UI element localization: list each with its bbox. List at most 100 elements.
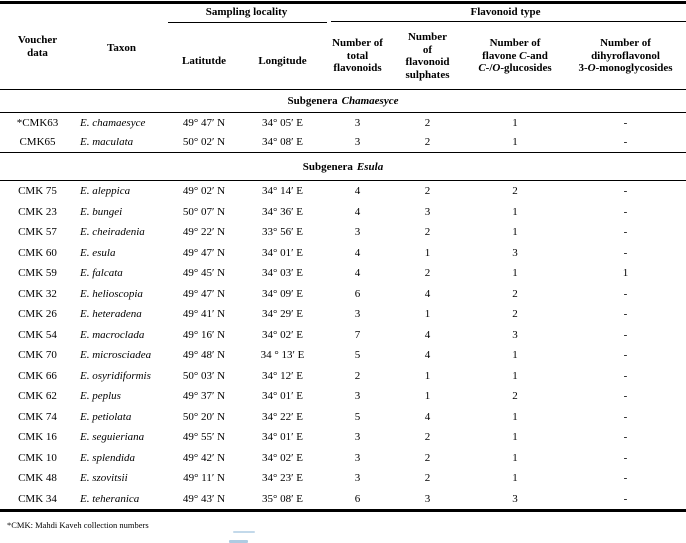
column-header-line: Number of: [489, 37, 541, 49]
cell-taxon: E. helioscopia: [80, 287, 143, 300]
cell-taxon: E. szovitsii: [80, 472, 128, 485]
cell-flavonoid-sulphates: 4: [424, 410, 431, 423]
cell-total-flavonoids: 3: [354, 451, 361, 464]
table-row: CMK 10 E. splendida 49° 42′ N 34° 02′ E 3 2 1 -: [0, 448, 686, 469]
cell-latitude: 49° 55′ N: [182, 431, 226, 444]
column-header-latitude: Latitutde: [182, 55, 226, 67]
cell-flavone-glucosides: 1: [512, 205, 518, 218]
cell-voucher: CMK65: [19, 136, 56, 149]
cell-flavonoid-sulphates: 4: [424, 287, 431, 300]
cell-voucher: CMK 48: [18, 472, 57, 485]
table-row: CMK 62 E. peplus 49° 37′ N 34° 01′ E 3 1 2 -: [0, 386, 686, 407]
group-header-flavonoid-type: Flavonoid type: [470, 6, 541, 18]
cell-flavonoid-sulphates: 3: [424, 492, 431, 505]
cell-total-flavonoids: 6: [354, 287, 361, 300]
cell-flavonoid-sulphates: 3: [424, 205, 431, 218]
cell-flavone-glucosides: 1: [512, 431, 518, 444]
column-header-total-flavonoids: Number of total flavonoids: [325, 37, 390, 75]
cell-voucher: CMK 34: [18, 492, 57, 505]
cell-voucher: CMK 75: [18, 185, 57, 198]
table-row: CMK 23 E. bungei 50° 07′ N 34° 36′ E 4 3 1 -: [0, 202, 686, 223]
cell-total-flavonoids: 4: [354, 185, 361, 198]
cell-flavone-glucosides: 3: [512, 492, 518, 505]
cell-dihydroflavonol: -: [623, 246, 628, 259]
column-header-taxon: Taxon: [107, 42, 136, 54]
cell-total-flavonoids: 6: [354, 492, 361, 505]
cell-flavonoid-sulphates: 2: [424, 451, 431, 464]
section-title-prefix: Subgenera: [302, 160, 353, 173]
table-row: CMK65 E. maculata 50° 02′ N 34° 08′ E 3 2 1 -: [0, 133, 686, 153]
section-title-name: Chamaesyce: [341, 95, 399, 107]
cell-flavonoid-sulphates: 2: [424, 267, 431, 280]
table-body: Subgenera Chamaesyce *CMK63 E. chamaesyce 49…: [0, 89, 686, 512]
cell-longitude: 34° 29′ E: [261, 308, 304, 321]
table-row: CMK 74 E. petiolata 50° 20′ N 34° 22′ E 5 4 1 -: [0, 407, 686, 428]
section-title-prefix: Subgenera: [287, 95, 338, 107]
section-header: Subgenera Esula: [0, 153, 686, 181]
cell-flavone-glucosides: 1: [512, 267, 518, 280]
table-top-border: [0, 1, 686, 4]
cell-longitude: 34° 03′ E: [261, 267, 304, 280]
cell-longitude: 34° 36′ E: [261, 205, 304, 218]
cell-voucher: CMK 74: [18, 410, 57, 423]
cell-voucher: CMK 54: [18, 328, 57, 341]
cell-dihydroflavonol: -: [623, 226, 628, 239]
cell-taxon: E. microsciadea: [80, 349, 152, 362]
table-bottom-border: [0, 509, 686, 512]
blue-artifact-bar: [233, 531, 255, 533]
sampling-locality-underline: [168, 21, 327, 23]
cell-voucher: CMK 57: [18, 226, 57, 239]
cell-taxon: E. aleppica: [80, 185, 131, 198]
table-row: *CMK63 E. chamaesyce 49° 47′ N 34° 05′ E 3 2 1…: [0, 113, 686, 133]
table-row: CMK 60 E. esula 49° 47′ N 34° 01′ E 4 1 3 -: [0, 243, 686, 264]
table-row: CMK 32 E. helioscopia 49° 47′ N 34° 09′ E 6 4…: [0, 284, 686, 305]
cell-total-flavonoids: 5: [354, 349, 361, 362]
cell-taxon: E. chamaesyce: [80, 116, 146, 129]
cell-dihydroflavonol: -: [623, 492, 628, 505]
cell-longitude: 34° 01′ E: [261, 431, 304, 444]
cell-flavone-glucosides: 2: [512, 308, 518, 321]
cell-latitude: 49° 41′ N: [182, 308, 226, 321]
cell-voucher: CMK 70: [18, 349, 57, 362]
cell-dihydroflavonol: -: [623, 472, 628, 485]
cell-latitude: 49° 11′ N: [183, 472, 225, 485]
cell-voucher: CMK 62: [18, 390, 57, 403]
cell-flavone-glucosides: 3: [512, 328, 518, 341]
table-row: CMK 26 E. heteradena 49° 41′ N 34° 29′ E 3 1 2…: [0, 304, 686, 325]
cell-flavone-glucosides: 1: [512, 136, 518, 149]
column-header-line: flavone C-and: [482, 49, 548, 62]
cell-longitude: 34° 14′ E: [261, 185, 304, 198]
cell-dihydroflavonol: -: [623, 308, 628, 321]
cell-latitude: 49° 47′ N: [182, 287, 226, 300]
cell-latitude: 50° 20′ N: [182, 410, 226, 423]
cell-flavonoid-sulphates: 2: [424, 185, 431, 198]
cell-taxon: E. seguieriana: [80, 431, 145, 444]
cell-total-flavonoids: 3: [354, 116, 361, 129]
cell-flavone-glucosides: 1: [512, 116, 518, 129]
column-header-line: dihyroflavonol: [591, 49, 660, 62]
cell-flavonoid-sulphates: 2: [424, 136, 431, 149]
cell-taxon: E. cheiradenia: [80, 226, 145, 239]
blue-artifact-bar: [229, 540, 248, 543]
cell-dihydroflavonol: -: [623, 451, 628, 464]
cell-taxon: E. splendida: [80, 451, 135, 464]
cell-flavonoid-sulphates: 1: [424, 308, 431, 321]
cell-flavone-glucosides: 2: [512, 287, 518, 300]
table-row: CMK 75 E. aleppica 49° 02′ N 34° 14′ E 4 2 2 -: [0, 181, 686, 202]
cell-flavone-glucosides: 1: [512, 349, 518, 362]
cell-flavonoid-sulphates: 2: [424, 226, 431, 239]
cell-flavone-glucosides: 1: [512, 451, 518, 464]
cell-taxon: E. osyridiformis: [80, 369, 151, 382]
cell-longitude: 34° 09′ E: [261, 287, 304, 300]
cell-longitude: 34° 01′ E: [261, 246, 304, 259]
cell-voucher: CMK 32: [18, 287, 57, 300]
table-row: CMK 16 E. seguieriana 49° 55′ N 34° 01′ E 3 2…: [0, 427, 686, 448]
group-header-sampling-locality: Sampling locality: [205, 6, 288, 18]
cell-flavonoid-sulphates: 4: [424, 328, 431, 341]
cell-voucher: CMK 66: [18, 369, 57, 382]
cell-longitude: 34° 12′ E: [261, 369, 304, 382]
cell-latitude: 49° 45′ N: [182, 267, 226, 280]
cell-dihydroflavonol: 1: [622, 267, 629, 280]
cell-total-flavonoids: 5: [354, 410, 361, 423]
